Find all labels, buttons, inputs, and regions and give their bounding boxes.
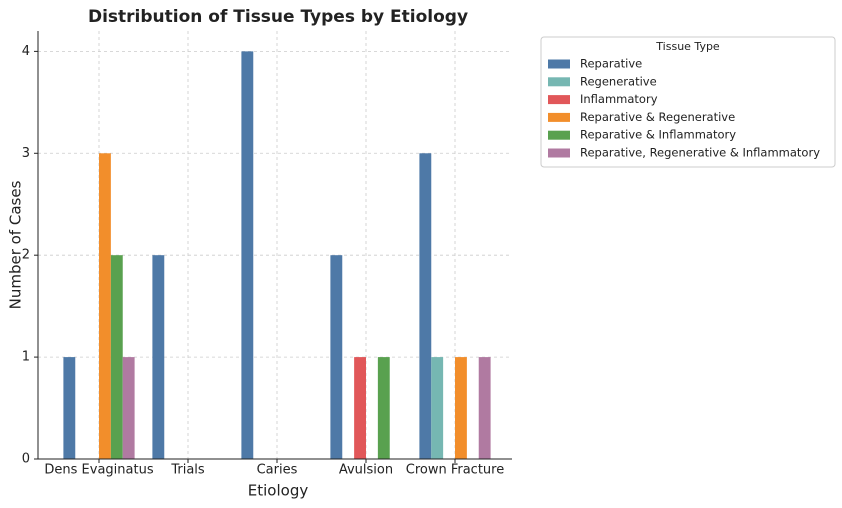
bar [152, 255, 165, 459]
y-tick-label: 2 [22, 248, 30, 263]
legend-swatch [548, 148, 570, 158]
y-axis-label: Number of Cases [7, 180, 25, 309]
legend-label: Reparative, Regenerative & Inflammatory [580, 146, 820, 160]
legend-box [540, 36, 836, 168]
legend-swatch [548, 112, 570, 122]
bar [63, 357, 76, 459]
bar [455, 357, 467, 459]
bar [478, 357, 491, 459]
bar [377, 357, 390, 459]
bar [122, 357, 135, 459]
bar [419, 153, 432, 460]
legend-swatch [548, 77, 570, 87]
y-tick-label: 0 [22, 452, 30, 467]
bar [241, 51, 254, 459]
bar [431, 357, 444, 459]
legend-label: Regenerative [580, 74, 657, 88]
legend-label: Reparative [580, 57, 642, 71]
legend-swatch [548, 59, 570, 69]
x-tick-label: Trials [170, 463, 205, 478]
y-tick-label: 4 [22, 44, 30, 59]
x-tick-label: Caries [257, 463, 298, 478]
legend-title: Tissue Type [655, 40, 720, 53]
legend-swatch [548, 95, 570, 105]
legend-label: Reparative & Regenerative [580, 110, 735, 124]
chart-title: Distribution of Tissue Types by Etiology [88, 7, 468, 27]
bar [354, 357, 366, 459]
x-tick-label: Avulsion [339, 463, 393, 478]
x-tick-label: Dens Evaginatus [44, 463, 153, 478]
y-tick-label: 1 [22, 350, 30, 365]
legend-label: Inflammatory [580, 92, 658, 106]
legend-swatch [548, 130, 570, 140]
x-tick-label: Crown Fracture [406, 463, 504, 478]
x-axis-label: Etiology [248, 482, 309, 500]
bar [110, 255, 123, 459]
y-tick-label: 3 [22, 146, 30, 161]
legend-label: Reparative & Inflammatory [580, 128, 736, 142]
bar [330, 255, 343, 459]
bar [99, 153, 111, 460]
